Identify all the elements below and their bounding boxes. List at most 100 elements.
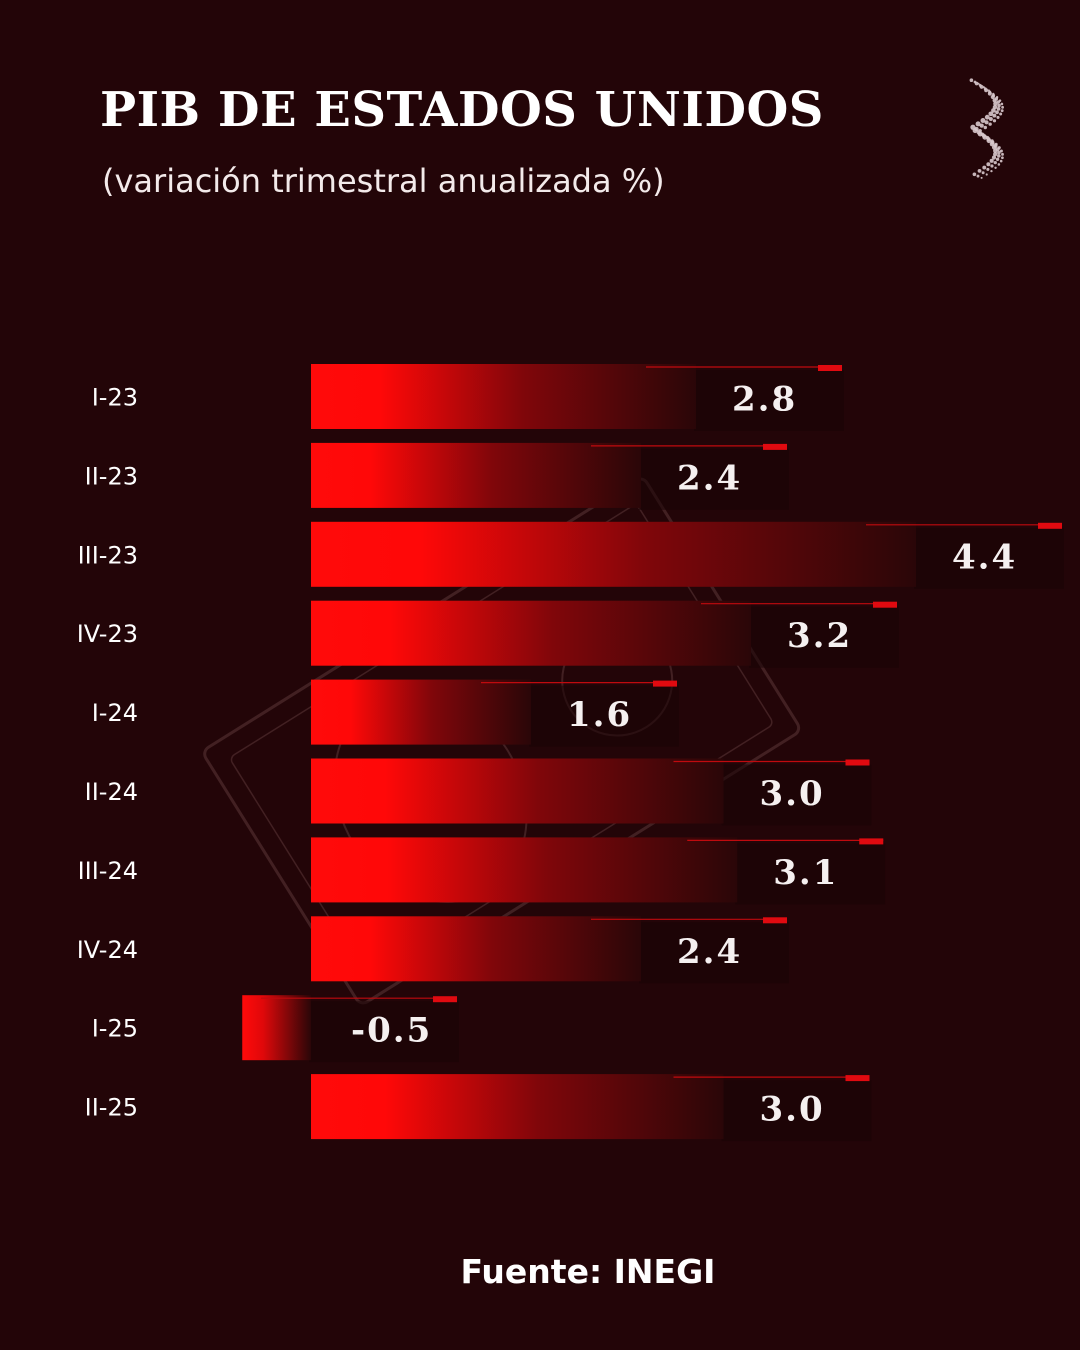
logo-dot bbox=[979, 85, 984, 89]
value-shadow-box bbox=[694, 370, 844, 431]
accent-tick bbox=[653, 680, 677, 687]
chart-title: PIB DE ESTADOS UNIDOS bbox=[100, 82, 824, 138]
bar bbox=[311, 521, 916, 587]
logo-dot bbox=[992, 113, 997, 118]
logo-dot bbox=[982, 165, 987, 170]
logo-dot bbox=[992, 119, 997, 123]
accent-tick bbox=[763, 443, 787, 450]
logo-dot bbox=[977, 169, 982, 173]
bar-group: II-24 3.0 bbox=[85, 758, 872, 826]
bar-group: III-23 4.4 bbox=[78, 521, 1064, 589]
bar-group: II-25 3.0 bbox=[85, 1074, 872, 1142]
accent-tick bbox=[763, 917, 787, 924]
logo-dot bbox=[990, 170, 993, 173]
logo-dot bbox=[990, 164, 994, 168]
value-label: 3.0 bbox=[760, 774, 825, 814]
logo-dot bbox=[984, 88, 989, 93]
accent-tick bbox=[873, 601, 897, 608]
logo-dot bbox=[983, 125, 988, 130]
value-shadow-box bbox=[735, 843, 886, 905]
bar bbox=[311, 1074, 724, 1140]
bar bbox=[311, 916, 641, 982]
accent-tick bbox=[818, 365, 842, 371]
logo-dot bbox=[981, 171, 985, 175]
accent-tick bbox=[433, 996, 457, 1003]
category-label: I-23 bbox=[92, 384, 138, 412]
logo-dot bbox=[986, 138, 992, 144]
dotted-s-logo-icon bbox=[969, 78, 1004, 179]
logo-dot bbox=[977, 131, 983, 137]
logo-dot bbox=[975, 121, 981, 127]
logo-dot bbox=[982, 134, 988, 140]
value-shadow-box bbox=[639, 922, 789, 984]
value-shadow-box bbox=[721, 1080, 872, 1142]
category-label: IV-24 bbox=[77, 936, 138, 964]
bar-group: IV-23 3.2 bbox=[77, 600, 899, 668]
category-label: III-23 bbox=[78, 541, 138, 569]
bar bbox=[311, 837, 738, 903]
logo-dot bbox=[990, 94, 995, 100]
logo-dot bbox=[987, 91, 992, 96]
bar-group: II-23 2.4 bbox=[85, 442, 789, 510]
value-shadow-box bbox=[721, 764, 872, 826]
value-label: 4.4 bbox=[952, 537, 1017, 577]
bar bbox=[311, 758, 724, 824]
value-label: 3.2 bbox=[787, 616, 852, 656]
accent-tick bbox=[845, 759, 870, 766]
logo-dot bbox=[972, 172, 977, 177]
logo-dot bbox=[1000, 102, 1004, 106]
logo-dot bbox=[974, 81, 979, 86]
logo-dot bbox=[984, 120, 989, 125]
logo-dot bbox=[995, 110, 999, 115]
logo-dot bbox=[979, 123, 984, 128]
value-shadow-box bbox=[749, 606, 899, 668]
category-label: I-24 bbox=[92, 699, 138, 727]
category-label: IV-23 bbox=[77, 620, 138, 648]
logo-dot bbox=[986, 162, 991, 167]
logo-dot bbox=[993, 160, 997, 165]
logo-dot bbox=[976, 174, 980, 178]
bar-group: I-23 2.8 bbox=[92, 364, 844, 431]
logo-dot bbox=[991, 108, 996, 113]
logo-dot bbox=[1001, 152, 1004, 156]
logo-dot bbox=[969, 78, 974, 82]
logo-dot bbox=[993, 101, 998, 106]
logo-dot bbox=[988, 111, 994, 117]
value-label: 2.8 bbox=[732, 380, 797, 420]
logo-dot bbox=[972, 128, 978, 134]
bar-group: III-24 3.1 bbox=[78, 837, 886, 905]
accent-tick bbox=[859, 838, 884, 845]
value-label: -0.5 bbox=[351, 1011, 432, 1051]
logo-dot bbox=[996, 107, 1001, 111]
value-shadow-box bbox=[914, 527, 1064, 589]
logo-dot bbox=[1001, 156, 1004, 160]
logo-dot bbox=[980, 176, 983, 179]
value-label: 2.4 bbox=[677, 932, 742, 972]
logo-dot bbox=[993, 148, 998, 153]
logo-dot bbox=[984, 114, 990, 120]
category-label: I-25 bbox=[92, 1015, 138, 1043]
value-label: 1.6 bbox=[567, 695, 632, 735]
logo-dot bbox=[993, 151, 998, 157]
logo-dot bbox=[988, 122, 992, 126]
source-note: Fuente: INEGI bbox=[460, 1252, 716, 1291]
bar bbox=[311, 442, 641, 508]
logo-dot bbox=[988, 116, 993, 121]
logo-dot bbox=[997, 163, 1001, 166]
logo-dot bbox=[989, 158, 994, 163]
logo-dot bbox=[992, 98, 997, 103]
bar-group: I-24 1.6 bbox=[92, 679, 679, 747]
bar bbox=[311, 364, 696, 429]
logo-dot bbox=[997, 154, 1001, 158]
bar bbox=[311, 600, 751, 666]
logo-dot bbox=[980, 118, 986, 123]
logo-dot bbox=[986, 167, 990, 171]
accent-tick bbox=[845, 1075, 870, 1082]
logo-dot bbox=[997, 150, 1001, 155]
value-shadow-box bbox=[529, 685, 679, 747]
logo-dot bbox=[994, 166, 997, 169]
accent-tick bbox=[1038, 522, 1062, 529]
value-label: 3.0 bbox=[760, 1090, 825, 1130]
logo-dot bbox=[999, 159, 1003, 163]
bar bbox=[242, 995, 311, 1061]
